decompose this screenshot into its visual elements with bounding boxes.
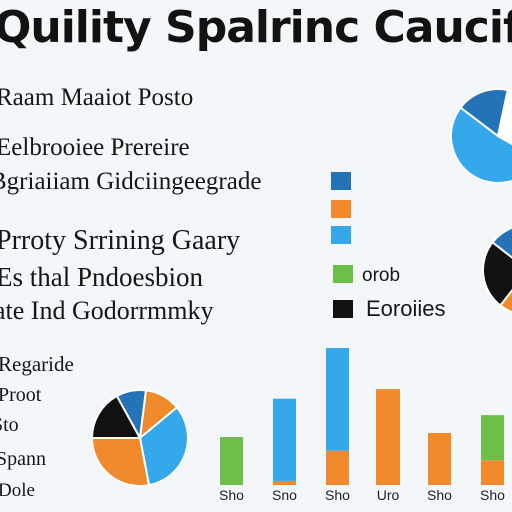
bar-3-series-2 (326, 450, 349, 485)
bar-6-series-2 (481, 460, 504, 485)
text-line-5: Es thal Pndoesbion (0, 262, 203, 292)
legend-swatch-orange (331, 200, 351, 218)
text-line-8: Proot (0, 384, 42, 406)
legend-swatch-blue (331, 172, 351, 190)
legend-swatch-light-blue (331, 226, 351, 244)
text-line-6: ate Ind Godorrmmky (0, 296, 214, 325)
pie-mid-slice-2 (482, 240, 512, 307)
chart-title: Quility Spalrinc Caucif (0, 2, 512, 53)
text-line-2: Eelbrooiee Prereire (0, 134, 190, 161)
bar-6-series-4 (481, 415, 504, 461)
bar-3-series-3 (326, 348, 349, 451)
pie-mid-slice-3 (491, 226, 512, 259)
pie-top-slice-3 (496, 88, 512, 146)
pie-bottom-slice-4 (138, 405, 189, 487)
text-line-7: Regaride (0, 352, 74, 376)
bar-5-series-2 (428, 432, 451, 485)
pie-chart-bottom (90, 389, 189, 487)
bar-chart-ticks: Sho Sno Sho Uro Sho Sho (219, 487, 505, 503)
bar-tick-label-2: Sno (272, 487, 297, 503)
text-line-1: Raam Maaiot Posto (0, 84, 194, 111)
pie-top-slice-2 (459, 88, 509, 138)
bar-1-series-1 (220, 437, 243, 485)
pie-mid-slice-1 (498, 288, 512, 314)
legend-label-eoroiies: Eoroiies (366, 296, 446, 321)
bar-tick-label-5: Sho (427, 487, 452, 503)
pie-bottom-slice-5 (90, 437, 151, 487)
bar-tick-label-1: Sho (219, 487, 244, 503)
bar-chart (220, 348, 504, 485)
pie-chart-top (450, 88, 512, 184)
text-line-10: Spann (0, 448, 46, 470)
bar-tick-label-6: Sho (480, 487, 505, 503)
bar-tick-label-4: Uro (377, 487, 400, 503)
bar-2-series-2 (273, 480, 296, 485)
bar-4-series-2 (376, 389, 400, 485)
legend-swatch-black (333, 300, 353, 318)
text-line-11: Dole (0, 480, 35, 501)
pie-top-slice-1 (450, 106, 512, 184)
text-line-9: Sto (0, 414, 19, 436)
legend-swatch-green (333, 265, 353, 283)
bar-tick-label-3: Sho (325, 487, 350, 503)
legend-label-orob: orob (362, 265, 401, 286)
text-line-4: Prroty Srrining Gaary (0, 225, 241, 256)
text-line-3: Bgriaiiam Gidciingeegrade (0, 168, 262, 195)
pie-chart-middle (482, 226, 512, 314)
bar-2-series-3 (273, 398, 296, 481)
